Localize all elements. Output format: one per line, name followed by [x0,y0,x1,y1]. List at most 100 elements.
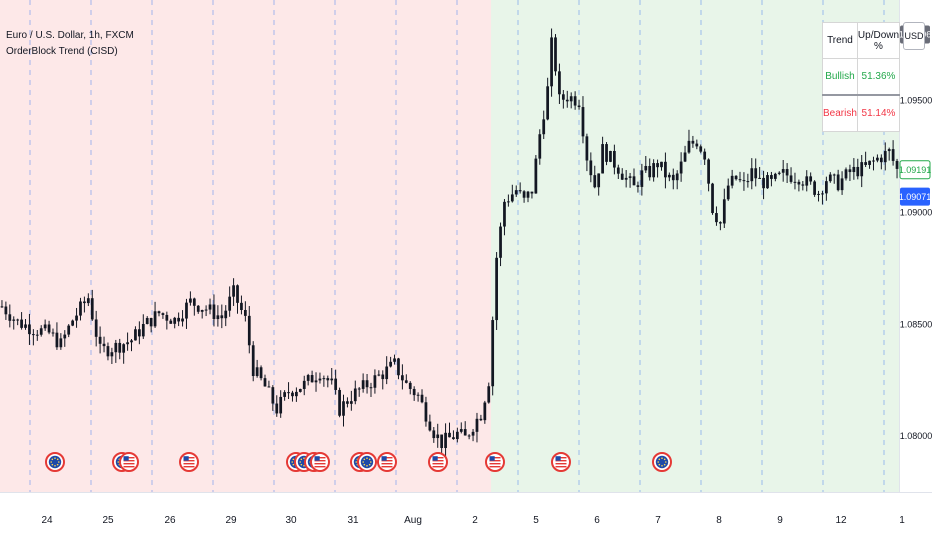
time-tick-label: 9 [777,515,783,526]
candle-body [538,134,542,159]
candle-body [530,191,534,194]
trend-table: Trend Up/Down % Bullish 51.36% Bearish 5… [822,22,901,132]
candle-body [644,165,648,171]
candle-body [879,157,883,163]
candle-body [632,176,636,186]
candle-body [16,319,20,321]
candle-body [287,392,290,394]
candle-body [467,435,471,437]
candle-body [781,169,785,173]
time-tick-label: 1 [899,515,905,526]
candle-body [550,37,553,87]
candle-body [59,338,63,348]
candle-body [130,340,133,343]
candle-body [542,119,546,135]
indicator-title[interactable]: OrderBlock Trend (CISD) [6,46,118,57]
price-tag-blue: 1.09071 [899,187,932,206]
us-flag-icon[interactable] [485,452,505,472]
candle-body [852,166,856,173]
candle-body [483,402,487,421]
candle-body [212,304,216,320]
svg-text:1.09191: 1.09191 [899,165,932,175]
candle-body [679,161,683,174]
candle-body [424,402,428,422]
candle-body [722,199,726,224]
candle-body [616,167,620,174]
us-flag-icon[interactable] [179,452,199,472]
eu-flag-icon[interactable] [652,452,672,472]
candle-body [416,394,420,396]
candle-body [510,194,514,202]
candle-body [145,317,149,324]
candle-body [267,386,271,388]
candle-body [793,181,797,183]
candle-body [824,181,828,194]
candle-body [86,298,90,304]
candle-body [353,388,357,402]
time-tick-label: 26 [164,515,176,526]
candle-body [377,374,381,376]
candle-body [216,315,220,320]
candle-body [94,319,98,337]
candle-body [63,334,67,339]
candle-body [412,388,416,396]
candle-body [381,374,385,380]
candle-body [8,314,12,321]
time-tick-label: 12 [835,515,847,526]
symbol-title[interactable]: Euro / U.S. Dollar, 1h, FXCM [6,30,134,41]
us-flag-icon[interactable] [310,452,330,472]
candle-body [302,380,306,389]
candle-body [609,150,612,162]
candle-body [196,305,200,312]
candle-body [432,430,436,439]
svg-text:1.09071: 1.09071 [899,192,932,202]
eu-flag-icon[interactable] [357,452,377,472]
candle-body [298,388,302,392]
candle-body [734,175,738,180]
us-flag-icon[interactable] [119,452,139,472]
candle-body [487,386,491,403]
candle-body [137,329,141,337]
time-tick-label: 7 [655,515,661,526]
candle-body [452,437,455,440]
candle-body [318,378,322,381]
candle-body [554,37,557,72]
us-flag-icon[interactable] [428,452,448,472]
candle-body [742,180,746,182]
candle-body [667,174,671,178]
candle-body [98,336,102,344]
candle-body [660,161,663,168]
us-flag-icon[interactable] [551,452,571,472]
chart-legend: Euro / U.S. Dollar, 1h, FXCM OrderBlock … [6,28,134,60]
candle-body [448,432,451,438]
candle-body [758,177,762,179]
candle-body [365,380,369,388]
eu-flag-icon[interactable] [45,452,65,472]
candle-body [79,301,82,316]
bearish-zone [0,0,491,492]
candle-body [43,324,47,329]
candle-body [224,310,228,319]
candle-body [471,431,475,436]
us-flag-icon[interactable] [377,452,397,472]
price-axis-labels: 1.08000 1.08500 1.09000 1.09500 [900,96,932,441]
candle-body [243,309,247,316]
candle-body [255,367,259,377]
candle-body [730,175,734,186]
candle-body [491,320,495,387]
candle-body [463,429,467,436]
candle-body [334,378,338,390]
candle-body [522,191,526,198]
candle-body [605,144,608,162]
candle-body [357,388,361,390]
candle-body [495,257,498,321]
candle-body [546,86,550,120]
candle-body [840,178,844,191]
candle-body [161,313,165,315]
candle-body [585,136,589,161]
currency-button[interactable]: USD [903,22,925,50]
candle-body [569,96,573,102]
candle-body [31,334,35,336]
candle-body [204,309,208,311]
